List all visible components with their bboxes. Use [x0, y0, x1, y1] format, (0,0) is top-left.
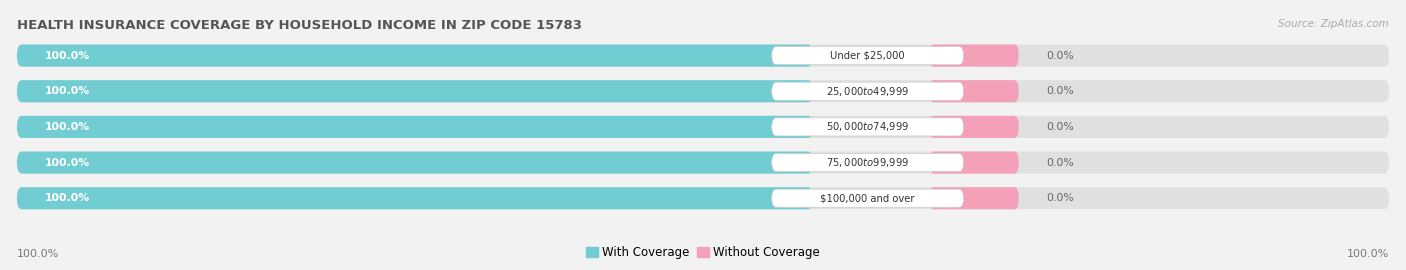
FancyBboxPatch shape — [17, 151, 1389, 174]
FancyBboxPatch shape — [772, 154, 963, 172]
FancyBboxPatch shape — [17, 80, 813, 102]
Text: 100.0%: 100.0% — [1347, 249, 1389, 259]
FancyBboxPatch shape — [929, 116, 1018, 138]
FancyBboxPatch shape — [772, 82, 963, 100]
FancyBboxPatch shape — [929, 187, 1018, 209]
Text: 100.0%: 100.0% — [45, 193, 90, 203]
Legend: With Coverage, Without Coverage: With Coverage, Without Coverage — [581, 242, 825, 264]
Text: 0.0%: 0.0% — [1046, 158, 1074, 168]
FancyBboxPatch shape — [17, 151, 813, 174]
FancyBboxPatch shape — [17, 187, 1389, 209]
Text: 100.0%: 100.0% — [17, 249, 59, 259]
FancyBboxPatch shape — [772, 46, 963, 65]
Text: $50,000 to $74,999: $50,000 to $74,999 — [827, 120, 910, 133]
FancyBboxPatch shape — [17, 187, 813, 209]
Text: 100.0%: 100.0% — [45, 50, 90, 60]
Text: 0.0%: 0.0% — [1046, 50, 1074, 60]
Text: 100.0%: 100.0% — [45, 122, 90, 132]
Text: 0.0%: 0.0% — [1046, 86, 1074, 96]
Text: HEALTH INSURANCE COVERAGE BY HOUSEHOLD INCOME IN ZIP CODE 15783: HEALTH INSURANCE COVERAGE BY HOUSEHOLD I… — [17, 19, 582, 32]
FancyBboxPatch shape — [929, 151, 1018, 174]
Text: 100.0%: 100.0% — [45, 86, 90, 96]
Text: 0.0%: 0.0% — [1046, 193, 1074, 203]
Text: 100.0%: 100.0% — [45, 158, 90, 168]
Text: $100,000 and over: $100,000 and over — [821, 193, 915, 203]
FancyBboxPatch shape — [929, 45, 1018, 67]
FancyBboxPatch shape — [772, 189, 963, 207]
FancyBboxPatch shape — [929, 80, 1018, 102]
Text: $75,000 to $99,999: $75,000 to $99,999 — [827, 156, 910, 169]
FancyBboxPatch shape — [17, 80, 1389, 102]
Text: 0.0%: 0.0% — [1046, 122, 1074, 132]
Text: Source: ZipAtlas.com: Source: ZipAtlas.com — [1278, 19, 1389, 29]
Text: Under $25,000: Under $25,000 — [831, 50, 905, 60]
Text: $25,000 to $49,999: $25,000 to $49,999 — [827, 85, 910, 98]
FancyBboxPatch shape — [17, 45, 1389, 67]
FancyBboxPatch shape — [17, 116, 1389, 138]
FancyBboxPatch shape — [17, 116, 813, 138]
FancyBboxPatch shape — [17, 45, 813, 67]
FancyBboxPatch shape — [772, 118, 963, 136]
